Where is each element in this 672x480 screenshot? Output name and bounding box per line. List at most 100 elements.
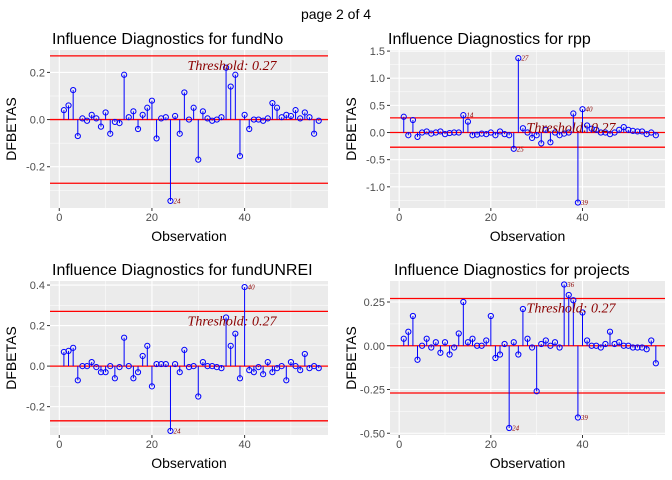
panels: 24 Threshold: 0.27 0 20 40 -0.2 0.0 0.2 Influenc…	[3, 31, 665, 471]
dfbetas-point	[528, 134, 536, 142]
y-tick-label: 0.2	[30, 321, 45, 333]
dfbetas-point	[455, 129, 462, 136]
dfbetas-point	[176, 369, 183, 376]
dfbetas-point	[652, 360, 659, 367]
dfbetas-point	[60, 107, 68, 114]
dfbetas-point	[506, 424, 513, 432]
point-label: 40	[248, 284, 256, 292]
dfbetas-point	[464, 118, 472, 125]
dfbetas-point	[606, 328, 614, 335]
y-tick-label: -0.5	[366, 155, 385, 167]
dfbetas-point	[464, 339, 472, 346]
dfbetas-point	[283, 377, 290, 384]
point-label: 39	[580, 199, 589, 207]
dfbetas-point	[405, 328, 412, 335]
dfbetas-point	[428, 344, 435, 351]
dfbetas-point	[648, 129, 655, 136]
dfbetas-point	[297, 367, 304, 374]
y-tick-label: -0.50	[360, 428, 385, 440]
threshold-label: Threshold: 0.27	[188, 314, 278, 329]
panel-3: 24 40 Threshold: 0.27 0 20 40 -0.2 0.0 0.2 0.4 Inf…	[3, 262, 328, 471]
dfbetas-point	[199, 358, 206, 366]
dfbetas-point	[602, 340, 609, 348]
dfbetas-point	[241, 111, 248, 118]
dfbetas-point	[232, 330, 239, 337]
threshold-label: Threshold: 0.27	[188, 59, 278, 74]
dfbetas-point	[241, 283, 248, 291]
dfbetas-point	[561, 281, 568, 288]
dfbetas-point	[278, 363, 285, 370]
x-tick-label: 20	[146, 439, 158, 451]
plot-background	[390, 50, 665, 208]
dfbetas-point	[437, 128, 444, 135]
dfbetas-point	[269, 99, 276, 107]
dfbetas-point	[79, 363, 86, 370]
dfbetas-point	[74, 377, 81, 384]
dfbetas-point	[414, 356, 421, 363]
point-label: 27	[521, 55, 529, 63]
dfbetas-point	[620, 342, 627, 349]
y-tick-label: -0.2	[26, 162, 45, 174]
dfbetas-point	[116, 120, 123, 127]
dfbetas-point	[301, 350, 308, 358]
dfbetas-point	[181, 89, 188, 96]
dfbetas-point	[70, 344, 77, 351]
dfbetas-point	[218, 114, 225, 121]
dfbetas-point	[306, 114, 313, 121]
dfbetas-point	[515, 55, 522, 62]
dfbetas-point	[236, 153, 244, 160]
dfbetas-point	[232, 71, 239, 78]
dfbetas-point	[144, 104, 151, 111]
y-tick-label: 0.2	[30, 67, 45, 79]
dfbetas-point	[418, 342, 426, 349]
dfbetas-point	[496, 351, 504, 358]
dfbetas-point	[593, 126, 600, 133]
panel-title: Influence Diagnostics for fundUNREI	[52, 262, 313, 279]
dfbetas-point	[264, 115, 271, 122]
dfbetas-point	[167, 427, 174, 435]
dfbetas-point	[162, 360, 169, 368]
dfbetas-point	[292, 107, 299, 114]
dfbetas-point	[222, 64, 230, 71]
dfbetas-point	[264, 358, 271, 366]
dfbetas-point	[176, 130, 183, 137]
x-tick-label: 40	[576, 439, 588, 451]
dfbetas-point	[204, 363, 211, 370]
dfbetas-point	[97, 123, 105, 130]
dfbetas-point	[469, 335, 476, 342]
dfbetas-point	[172, 112, 179, 120]
x-axis-label: Observation	[151, 228, 226, 244]
page-label: page 2 of 4	[301, 6, 371, 22]
point-label: 14	[466, 112, 474, 120]
dfbetas-point	[190, 104, 197, 111]
dfbetas-point	[88, 358, 95, 366]
dfbetas-point	[634, 344, 641, 351]
dfbetas-point	[579, 309, 586, 316]
dfbetas-point	[616, 339, 623, 346]
dfbetas-point	[574, 414, 582, 421]
dfbetas-point	[487, 129, 494, 136]
y-tick-label: 1.5	[370, 46, 385, 58]
dfbetas-point	[195, 156, 202, 163]
point-label: 40	[586, 106, 594, 114]
point-label: 36	[566, 281, 575, 289]
dfbetas-point	[153, 360, 160, 368]
dfbetas-point	[116, 364, 123, 371]
dfbetas-point	[172, 360, 179, 368]
threshold-label: Threshold: 0.27	[527, 302, 617, 317]
dfbetas-point	[487, 312, 494, 320]
panel-4: 24 36 39 Threshold: 0.27 0 20 40 -0.50 -0.25 0.00…	[343, 262, 665, 471]
dfbetas-point	[597, 344, 604, 351]
y-tick-label: -0.25	[360, 385, 385, 397]
dfbetas-point	[620, 123, 627, 131]
y-tick-label: -0.2	[26, 402, 45, 414]
dfbetas-point	[446, 129, 453, 137]
dfbetas-point	[139, 352, 146, 360]
dfbetas-point	[204, 115, 211, 122]
dfbetas-point	[153, 135, 160, 142]
x-tick-label: 0	[56, 439, 62, 451]
dfbetas-point	[273, 104, 281, 111]
dfbetas-point	[616, 126, 623, 133]
y-tick-label: 0.25	[364, 297, 385, 309]
dfbetas-point	[269, 369, 276, 376]
